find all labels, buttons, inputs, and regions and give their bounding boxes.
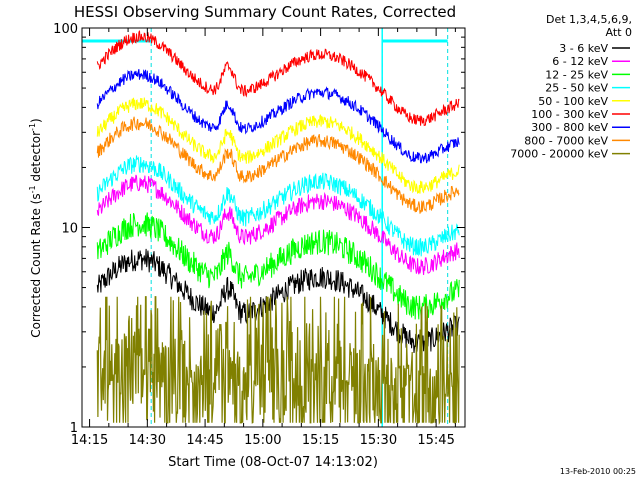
series-line [96, 97, 460, 194]
x-tick-label: 14:45 [186, 433, 223, 448]
legend-entry-label: 7000 - 20000 keV [510, 148, 608, 161]
y-tick-label: 100 [53, 22, 78, 37]
y-axis-label: Corrected Count Rate (s-1 detector-1) [28, 118, 43, 337]
series-line [96, 116, 460, 214]
series-line [96, 30, 460, 127]
legend-entry-label: 6 - 12 keV [552, 55, 608, 68]
axes: 1 10 100 14:15 14:30 14:45 15:00 15:15 15:30 15:4… [53, 22, 465, 448]
y-tick-label: 1 [70, 421, 78, 436]
x-tick-label: 14:30 [129, 433, 166, 448]
legend-entry-label: 3 - 6 keV [559, 42, 608, 55]
plot-area [82, 28, 460, 427]
legend-entry-label: 800 - 7000 keV [524, 134, 608, 147]
y-tick-label: 10 [61, 222, 78, 237]
series-line [96, 68, 460, 164]
x-axis-label: Start Time (08-Oct-07 14:13:02) [168, 455, 378, 470]
x-tick-label: 15:00 [244, 433, 281, 448]
series-line [96, 155, 460, 257]
series-line [96, 296, 460, 425]
legend-entry-label: 50 - 100 keV [538, 95, 608, 108]
x-tick-label: 14:15 [71, 433, 108, 448]
legend-header: Det 1,3,4,5,6,9, [546, 13, 632, 26]
x-tick-label: 15:45 [417, 433, 454, 448]
x-tick-label: 15:15 [302, 433, 339, 448]
chart-title: HESSI Observing Summary Count Rates, Cor… [74, 3, 456, 21]
legend-entry-label: 12 - 25 keV [545, 68, 608, 81]
series-line [96, 212, 460, 320]
footer-date: 13-Feb-2010 00:25 [560, 467, 636, 476]
legend-entry-label: 25 - 50 keV [545, 82, 608, 95]
legend-entry-label: 100 - 300 keV [531, 108, 608, 121]
legend-header: Att 0 [606, 26, 632, 39]
series-line [96, 174, 460, 276]
legend-entry-label: 300 - 800 keV [531, 121, 608, 134]
x-tick-label: 15:30 [360, 433, 397, 448]
